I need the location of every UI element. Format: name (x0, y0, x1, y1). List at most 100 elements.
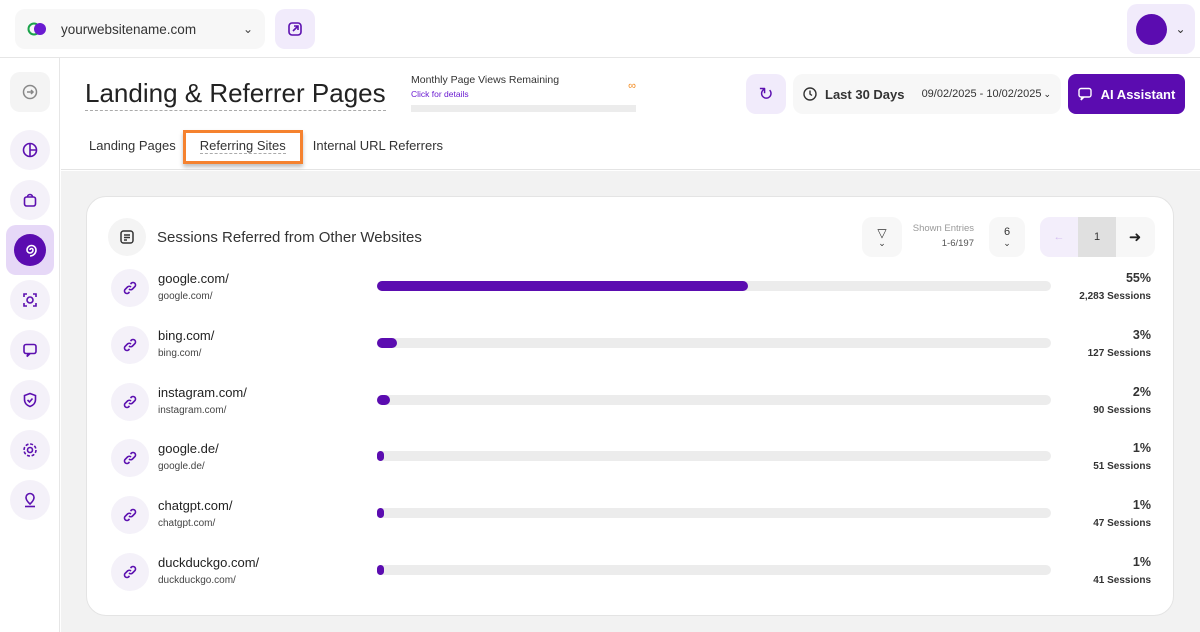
chevron-down-icon: ⌄ (1175, 22, 1186, 36)
share-bar-fill (377, 394, 391, 405)
tab-internal-url-referrers[interactable]: Internal URL Referrers (312, 138, 444, 153)
sidebar (0, 58, 60, 632)
tab-landing-pages[interactable]: Landing Pages (89, 138, 176, 153)
link-icon (111, 553, 149, 591)
share-bar-fill (377, 337, 398, 348)
link-icon (111, 325, 149, 364)
prev-page-button[interactable]: ← (1040, 217, 1078, 257)
quota-details-link[interactable]: Click for details (411, 89, 469, 99)
referrers-card: Sessions Referred from Other Websites ▽ ⌄… (86, 196, 1174, 616)
per-page-value: 6 (1003, 225, 1011, 238)
referrer-url: google.com/ (158, 291, 213, 302)
report-icon (108, 218, 146, 256)
next-page-button[interactable]: ➜ (1128, 229, 1142, 246)
top-bar: yourwebsitename.com ⌄ ⌄ (0, 0, 1200, 58)
ai-assistant-label: AI Assistant (1100, 86, 1176, 102)
share-percent: 1% (1132, 441, 1151, 456)
link-icon (111, 496, 149, 535)
chevron-down-icon: ⌄ (242, 22, 253, 36)
referrer-name: bing.com/ (158, 327, 215, 343)
session-count: 2,283 Sessions (1079, 291, 1151, 302)
main-content: Sessions Referred from Other Websites ▽ ⌄… (61, 171, 1200, 632)
referrer-name: instagram.com/ (158, 384, 247, 400)
sidebar-item-dashboard[interactable] (10, 130, 50, 170)
sidebar-item-tracking[interactable] (10, 280, 50, 320)
filter-button[interactable]: ▽ ⌄ (862, 217, 902, 257)
date-range-label: Last 30 Days (825, 86, 905, 102)
share-bar-fill (377, 508, 384, 519)
current-page: 1 (1078, 217, 1116, 257)
share-bar-fill (377, 451, 384, 462)
pagination: ← 1 ➜ (1040, 217, 1155, 257)
referrer-name: chatgpt.com/ (158, 498, 233, 514)
entries-per-page-select[interactable]: 6 ⌄ (989, 217, 1025, 257)
sidebar-toggle[interactable] (10, 72, 50, 112)
chevron-down-icon: ⌄ (1003, 237, 1011, 248)
share-bar (377, 281, 1051, 291)
share-percent: 2% (1132, 384, 1151, 399)
sidebar-item-chat[interactable] (10, 330, 50, 370)
link-icon (111, 269, 149, 307)
share-percent: 1% (1132, 498, 1151, 513)
shield-icon (23, 392, 37, 408)
website-selector[interactable]: yourwebsitename.com ⌄ (15, 9, 265, 49)
share-bar (377, 508, 1051, 519)
referrer-row[interactable]: instagram.com/ instagram.com/ 2% 90 Sess… (111, 381, 1151, 425)
share-percent: 55% (1125, 271, 1151, 285)
quota-value: ∞ (628, 80, 636, 92)
referrer-name: duckduckgo.com/ (158, 555, 260, 570)
tab-bar: Landing Pages Referring Sites Internal U… (89, 130, 464, 164)
referrer-row[interactable]: chatgpt.com/ chatgpt.com/ 1% 47 Sessions (111, 494, 1151, 538)
refresh-icon: ↻ (758, 83, 774, 104)
shown-entries: Shown Entries 1-6/197 (887, 223, 974, 249)
sidebar-item-settings[interactable] (10, 430, 50, 470)
card-title: Sessions Referred from Other Websites (157, 229, 422, 246)
share-bar (377, 394, 1051, 405)
tab-referring-sites[interactable]: Referring Sites (182, 130, 303, 164)
clock-icon (803, 87, 817, 101)
sidebar-item-referrers[interactable] (6, 225, 54, 275)
sidebar-item-location[interactable] (10, 480, 50, 520)
referrer-name: google.de/ (158, 441, 219, 457)
quota-title: Monthly Page Views Remaining (411, 74, 560, 86)
external-link-icon (288, 22, 302, 36)
page-views-quota: Monthly Page Views Remaining Click for d… (411, 74, 636, 112)
referrer-row[interactable]: google.com/ google.com/ 55% 2,283 Sessio… (111, 267, 1151, 311)
session-count: 47 Sessions (1093, 518, 1151, 530)
referrer-row[interactable]: bing.com/ bing.com/ 3% 127 Sessions (111, 324, 1151, 368)
referrer-name: google.com/ (158, 271, 229, 286)
sidebar-item-ecommerce[interactable] (10, 180, 50, 220)
chevron-down-icon: ⌄ (878, 237, 886, 248)
referrer-row[interactable]: google.de/ google.de/ 1% 51 Sessions (111, 437, 1151, 481)
session-count: 127 Sessions (1087, 347, 1151, 359)
ai-assistant-button[interactable]: AI Assistant (1068, 74, 1185, 114)
map-pin-icon (25, 492, 35, 508)
referrer-url: bing.com/ (158, 347, 202, 359)
referrer-url: google.de/ (158, 461, 205, 473)
open-website-button[interactable] (275, 9, 315, 49)
filter-icon: ▽ (877, 225, 887, 240)
chat-bubble-icon (1077, 87, 1092, 101)
referrer-url: chatgpt.com/ (158, 518, 216, 530)
date-range-picker[interactable]: Last 30 Days 09/02/2025 - 10/02/2025 ⌄ (793, 74, 1061, 114)
session-count: 51 Sessions (1093, 461, 1151, 473)
sidebar-item-security[interactable] (10, 380, 50, 420)
share-bar (377, 337, 1051, 348)
share-bar-fill (377, 281, 748, 291)
refresh-button[interactable]: ↻ (746, 74, 786, 114)
date-range-dates: 09/02/2025 - 10/02/2025 (921, 88, 1042, 100)
globe-icon (27, 22, 47, 36)
referrer-row[interactable]: duckduckgo.com/ duckduckgo.com/ 1% 41 Se… (111, 551, 1151, 595)
avatar (1136, 13, 1168, 45)
share-percent: 1% (1132, 555, 1151, 569)
share-bar (377, 451, 1051, 462)
share-bar (377, 565, 1051, 575)
chat-icon (23, 343, 37, 358)
shown-entries-label: Shown Entries (912, 223, 974, 234)
user-menu-button[interactable]: ⌄ (1127, 4, 1195, 54)
session-count: 90 Sessions (1093, 404, 1151, 416)
bag-icon (23, 193, 37, 207)
quota-bar (411, 105, 636, 112)
page-header: Landing & Referrer Pages Monthly Page Vi… (61, 58, 1200, 170)
focus-icon (23, 293, 37, 307)
